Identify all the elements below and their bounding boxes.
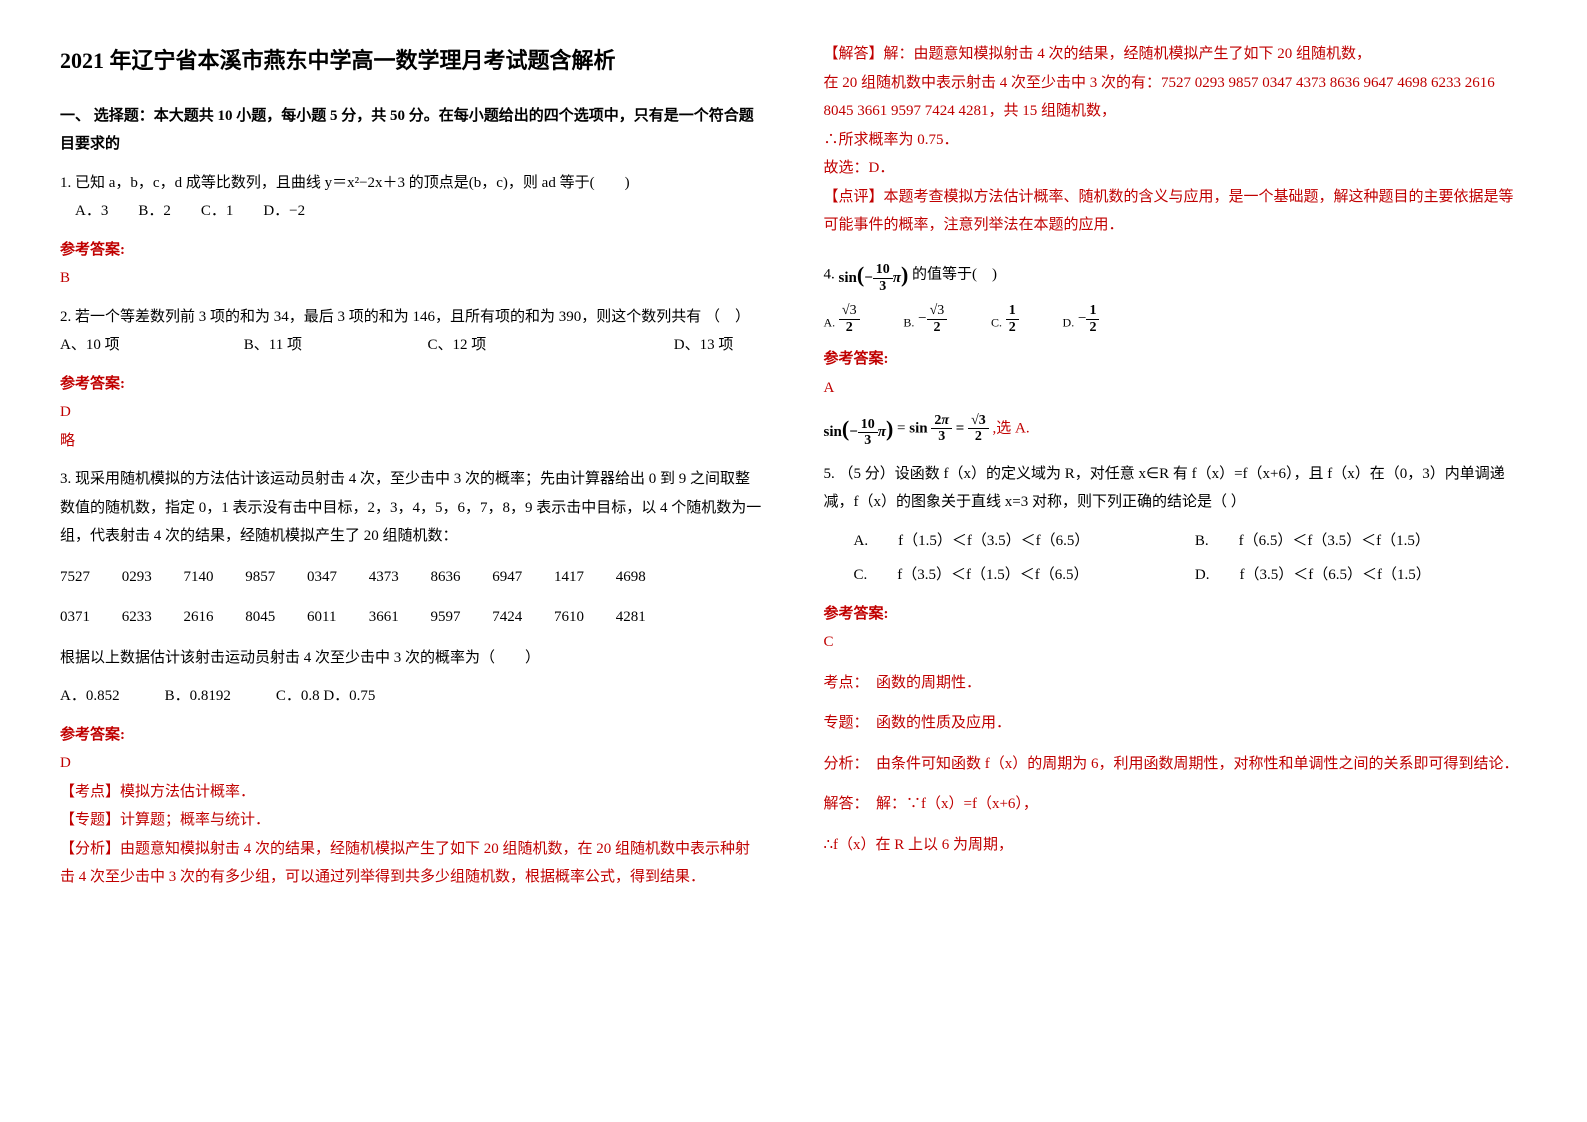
q3-r2-1: 6233 <box>122 603 180 632</box>
section-heading: 一、 选择题：本大题共 10 小题，每小题 5 分，共 50 分。在每小题给出的… <box>60 102 764 159</box>
q3-r2-3: 8045 <box>245 603 303 632</box>
q2-text: 2. 若一个等差数列前 3 项的和为 34，最后 3 项的和为 146，且所有项… <box>60 303 764 332</box>
q3-r1-9: 4698 <box>616 563 674 592</box>
q3-jieda-line3: ∴所求概率为 0.75． <box>824 126 1528 155</box>
q4-optB-label: B. <box>903 316 914 330</box>
q4-formula-sin: sin(−103π) <box>839 254 909 296</box>
q5-optA: A. f（1.5）＜f（3.5）＜f（6.5） <box>854 527 1192 556</box>
q3-r1-6: 8636 <box>431 563 489 592</box>
q2-answer: D <box>60 398 764 427</box>
q2-optA: A、10 项 <box>60 331 240 360</box>
q1-answer-label: 参考答案: <box>60 236 764 265</box>
question-2: 2. 若一个等差数列前 3 项的和为 34，最后 3 项的和为 146，且所有项… <box>60 303 764 456</box>
q4-sol-formula: sin(−103π) <box>824 408 894 450</box>
q3-r2-0: 0371 <box>60 603 118 632</box>
q5-options-row2: C. f（3.5）＜f（1.5）＜f（6.5） D. f（3.5）＜f（6.5）… <box>824 561 1528 590</box>
q4-solution: sin(−103π) = sin 2π3 = √32 ,选 A. <box>824 408 1528 450</box>
q3-answer: D <box>60 749 764 778</box>
q3-numrow-2: 0371 6233 2616 8045 6011 3661 9597 7424 … <box>60 603 764 632</box>
q3-r1-4: 0347 <box>307 563 365 592</box>
q4-optA-label: A. <box>824 316 836 330</box>
q4-sol-formula2: sin 2π3 = √32 <box>909 413 989 445</box>
q4-prefix: 4. <box>824 266 839 282</box>
q5-optC: C. f（3.5）＜f（1.5）＜f（6.5） <box>854 561 1192 590</box>
q5-fenxi: 分析： 由条件可知函数 f（x）的周期为 6，利用函数周期性，对称性和单调性之间… <box>824 750 1528 779</box>
q4-sol-tail: ,选 A. <box>993 420 1030 436</box>
q5-answer-label: 参考答案: <box>824 600 1528 629</box>
q1-answer: B <box>60 264 764 293</box>
q3-r1-8: 1417 <box>554 563 612 592</box>
q5-optD: D. f（3.5）＜f（6.5）＜f（1.5） <box>1195 561 1431 590</box>
question-4: 4. sin(−103π) 的值等于( ) A. √32 B. −√32 C. … <box>824 254 1528 450</box>
q3-jieda-line4: 故选：D． <box>824 154 1528 183</box>
q3-r1-2: 7140 <box>184 563 242 592</box>
q3-text: 3. 现采用随机模拟的方法估计该运动员射击 4 次，至少击中 3 次的概率；先由… <box>60 465 764 551</box>
q3-r1-7: 6947 <box>492 563 550 592</box>
q4-optD: D. −12 <box>1063 303 1100 335</box>
page-title: 2021 年辽宁省本溪市燕东中学高一数学理月考试题含解析 <box>60 40 764 82</box>
q3-jieda-line2: 在 20 组随机数中表示射击 4 次至少击中 3 次的有：7527 0293 9… <box>824 69 1528 126</box>
q2-optD: D、13 项 <box>674 331 734 360</box>
q3-r1-0: 7527 <box>60 563 118 592</box>
q3-numrow-1: 7527 0293 7140 9857 0347 4373 8636 6947 … <box>60 563 764 592</box>
page-root: 2021 年辽宁省本溪市燕东中学高一数学理月考试题含解析 一、 选择题：本大题共… <box>60 40 1527 898</box>
q3-fenxi: 【分析】由题意知模拟射击 4 次的结果，经随机模拟产生了如下 20 组随机数，在… <box>60 835 764 892</box>
q5-text: 5. （5 分）设函数 f（x）的定义域为 R，对任意 x∈R 有 f（x）=f… <box>824 460 1528 517</box>
question-3: 3. 现采用随机模拟的方法估计该运动员射击 4 次，至少击中 3 次的概率；先由… <box>60 465 764 892</box>
q4-answer: A <box>824 374 1528 403</box>
q2-note: 略 <box>60 427 764 456</box>
q3-r1-5: 4373 <box>369 563 427 592</box>
q3-r1-3: 9857 <box>245 563 303 592</box>
q3-zhuanti: 【专题】计算题；概率与统计． <box>60 806 764 835</box>
q4-options: A. √32 B. −√32 C. 12 D. −12 <box>824 303 1528 335</box>
q3-r1-1: 0293 <box>122 563 180 592</box>
q4-optD-label: D. <box>1063 316 1075 330</box>
q3-r2-6: 9597 <box>431 603 489 632</box>
q3-r2-8: 7610 <box>554 603 612 632</box>
q3-r2-9: 4281 <box>616 603 674 632</box>
q4-optC-label: C. <box>991 316 1002 330</box>
q2-optB: B、11 项 <box>244 331 424 360</box>
q2-options: A、10 项 B、11 项 C、12 项 D、13 项 <box>60 331 764 360</box>
q3-r2-2: 2616 <box>184 603 242 632</box>
q5-jieda: 解答： 解：∵f（x）=f（x+6）， <box>824 790 1528 819</box>
q5-kaodian: 考点： 函数的周期性． <box>824 669 1528 698</box>
q4-optC: C. 12 <box>991 303 1019 335</box>
q5-options-row1: A. f（1.5）＜f（3.5）＜f（6.5） B. f（6.5）＜f（3.5）… <box>824 527 1528 556</box>
q3-r2-7: 7424 <box>492 603 550 632</box>
q3-kaodian: 【考点】模拟方法估计概率． <box>60 778 764 807</box>
q2-spacer <box>490 331 670 360</box>
q3-r2-4: 6011 <box>307 603 365 632</box>
question-5: 5. （5 分）设函数 f（x）的定义域为 R，对任意 x∈R 有 f（x）=f… <box>824 460 1528 860</box>
q3-dianping: 【点评】本题考查模拟方法估计概率、随机数的含义与应用，是一个基础题，解这种题目的… <box>824 183 1528 240</box>
right-column: 【解答】解：由题意知模拟射击 4 次的结果，经随机模拟产生了如下 20 组随机数… <box>824 40 1528 898</box>
q4-answer-label: 参考答案: <box>824 345 1528 374</box>
q5-answer: C <box>824 628 1528 657</box>
question-1: 1. 已知 a，b，c，d 成等比数列，且曲线 y＝x²−2x＋3 的顶点是(b… <box>60 169 764 293</box>
q2-answer-label: 参考答案: <box>60 370 764 399</box>
q4-optA: A. √32 <box>824 303 860 335</box>
q1-text: 1. 已知 a，b，c，d 成等比数列，且曲线 y＝x²−2x＋3 的顶点是(b… <box>60 169 764 198</box>
q3-jieda: 【解答】解：由题意知模拟射击 4 次的结果，经随机模拟产生了如下 20 组随机数… <box>824 40 1528 69</box>
q1-options: A．3 B．2 C．1 D．−2 <box>60 197 764 226</box>
q4-optB: B. −√32 <box>903 303 947 335</box>
q3-answer-label: 参考答案: <box>60 721 764 750</box>
q4-tail: 的值等于( ) <box>912 266 997 282</box>
left-column: 2021 年辽宁省本溪市燕东中学高一数学理月考试题含解析 一、 选择题：本大题共… <box>60 40 764 898</box>
q5-zhuanti: 专题： 函数的性质及应用． <box>824 709 1528 738</box>
q3-options: A．0.852 B．0.8192 C．0.8 D．0.75 <box>60 682 764 711</box>
q3-r2-5: 3661 <box>369 603 427 632</box>
q2-optC: C、12 项 <box>428 331 487 360</box>
q5-jieda2: ∴f（x）在 R 上以 6 为周期， <box>824 831 1528 860</box>
q3-text2: 根据以上数据估计该射击运动员射击 4 次至少击中 3 次的概率为（ ） <box>60 644 764 673</box>
q5-optB: B. f（6.5）＜f（3.5）＜f（1.5） <box>1195 527 1430 556</box>
